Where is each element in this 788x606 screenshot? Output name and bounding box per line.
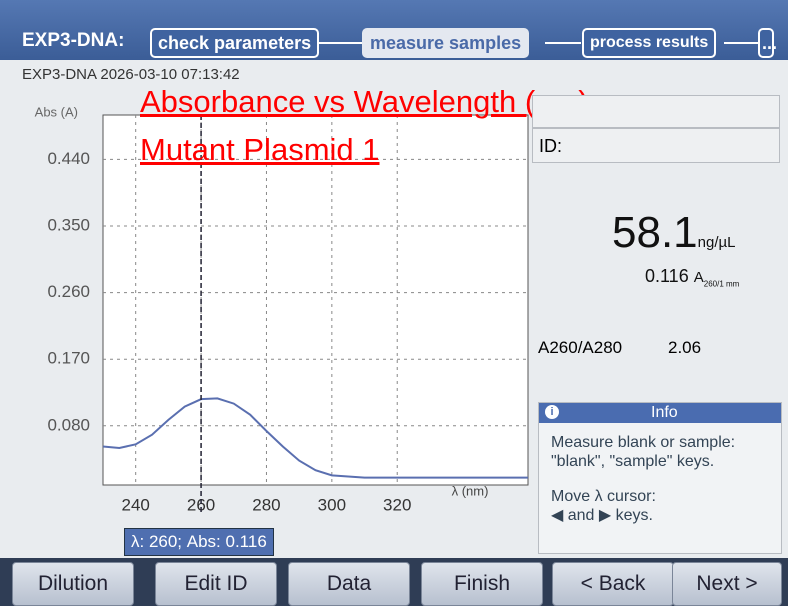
absorbance-value: 0.116 bbox=[645, 266, 689, 286]
button[interactable]: < Back bbox=[552, 562, 674, 606]
absorbance: 0.116 A260/1 mm bbox=[645, 266, 739, 289]
id-label: ID: bbox=[539, 136, 562, 157]
info-line: Measure blank or sample: bbox=[551, 433, 769, 452]
y-tick-label: 0.350 bbox=[47, 215, 90, 234]
y-tick-label: 0.440 bbox=[47, 149, 90, 168]
connector bbox=[545, 42, 581, 44]
field-box bbox=[532, 95, 780, 128]
chart-subtitle: Mutant Plasmid 1 bbox=[140, 132, 380, 168]
device-screen: EXP3-DNA: check parameters measure sampl… bbox=[0, 0, 788, 606]
info-line: "blank", "sample" keys. bbox=[551, 452, 769, 471]
cursor-readout: λ: 260; Abs: 0.116 bbox=[124, 528, 274, 556]
concentration-unit: ng/µL bbox=[698, 234, 736, 251]
info-icon: i bbox=[545, 405, 559, 419]
y-axis-label: Abs (A) bbox=[35, 104, 78, 119]
info-header: i Info bbox=[539, 403, 781, 423]
absorbance-unit-sub: 260/1 mm bbox=[704, 280, 740, 289]
connector bbox=[724, 42, 760, 44]
button[interactable]: Edit ID bbox=[155, 562, 277, 606]
x-tick-label: 240 bbox=[122, 495, 150, 514]
info-title: Info bbox=[651, 404, 678, 422]
y-tick-label: 0.080 bbox=[47, 415, 90, 434]
chart-title: Absorbance vs Wavelength (nm) bbox=[140, 84, 589, 120]
button[interactable]: Finish bbox=[421, 562, 543, 606]
info-line: ◀ and ▶ keys. bbox=[551, 506, 769, 525]
step-tab[interactable]: process results bbox=[582, 28, 716, 58]
concentration: 58.1ng/µL bbox=[612, 208, 735, 258]
button[interactable]: Data bbox=[288, 562, 410, 606]
button[interactable]: Dilution bbox=[12, 562, 134, 606]
ratio-value: 2.06 bbox=[668, 338, 701, 358]
concentration-value: 58.1 bbox=[612, 208, 698, 257]
y-tick-label: 0.170 bbox=[47, 349, 90, 368]
x-tick-label: 300 bbox=[318, 495, 346, 514]
more-button[interactable]: ... bbox=[758, 28, 774, 58]
x-tick-label: 280 bbox=[252, 495, 280, 514]
absorbance-unit: A bbox=[694, 269, 704, 286]
info-text: Measure blank or sample: "blank", "sampl… bbox=[539, 423, 781, 535]
info-panel: i Info Measure blank or sample: "blank",… bbox=[538, 402, 782, 554]
id-box: ID: bbox=[532, 128, 780, 163]
y-tick-label: 0.260 bbox=[47, 282, 90, 301]
button[interactable]: Next > bbox=[672, 562, 782, 606]
ratio-label: A260/A280 bbox=[538, 338, 622, 358]
plot-area bbox=[103, 115, 528, 485]
x-tick-label: 320 bbox=[383, 495, 411, 514]
x-axis-label: λ (nm) bbox=[452, 483, 489, 498]
info-line: Move λ cursor: bbox=[551, 487, 769, 506]
